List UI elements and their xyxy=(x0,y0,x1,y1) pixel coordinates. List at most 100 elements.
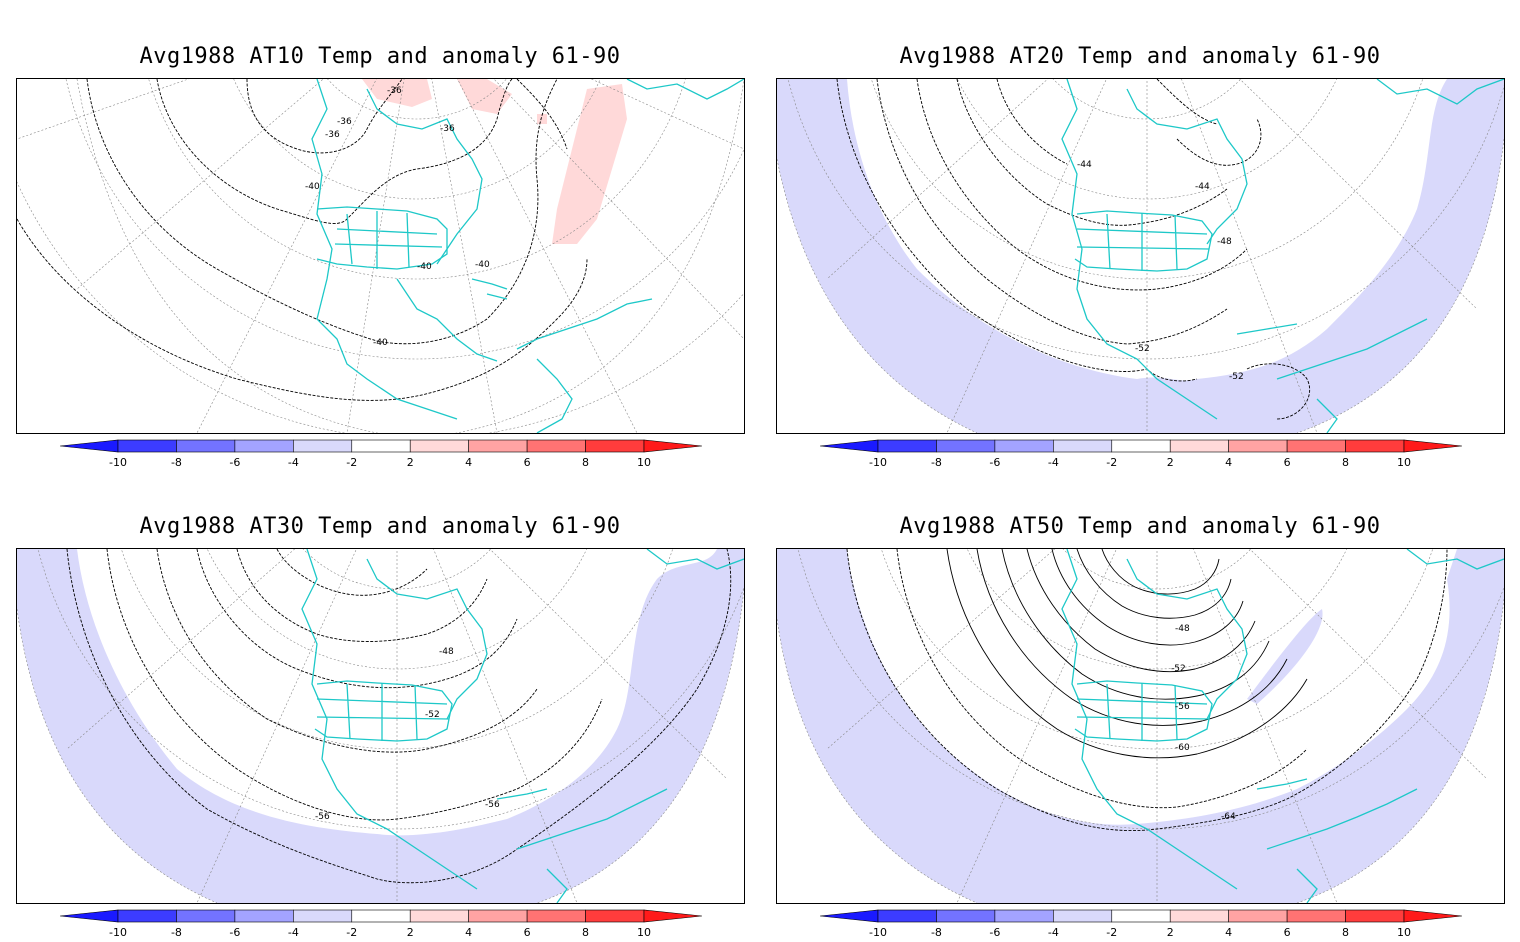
temperature-contours xyxy=(17,79,588,401)
colorbar-tick-label: -10 xyxy=(109,926,127,938)
colorbar-segment xyxy=(994,909,1054,923)
colorbar-tick-label: 10 xyxy=(1397,926,1411,938)
colorbar-tick-label: -4 xyxy=(288,456,299,468)
colorbar-tick-label: -2 xyxy=(1106,456,1117,468)
colorbar-tick-label: 6 xyxy=(524,456,531,468)
colorbar-segment xyxy=(293,909,353,923)
colorbar-segment xyxy=(409,909,469,923)
contour-label: -44 xyxy=(1195,182,1210,192)
polar-map: -48 -52 -56 -56 xyxy=(17,549,744,903)
temperature-contours xyxy=(846,549,1448,832)
colorbar-tick-label: 4 xyxy=(1225,926,1232,938)
colorbar-segment xyxy=(351,439,411,453)
colorbar-tick-label: 8 xyxy=(582,926,589,938)
colorbar-tick-label: 2 xyxy=(407,926,414,938)
colorbar: -10 -8 -6 -4 -2 2 4 6 8 10 xyxy=(59,908,703,939)
contour-label: -60 xyxy=(1175,743,1190,753)
colorbar-tick-label: 2 xyxy=(1167,926,1174,938)
contour-label: -40 xyxy=(475,260,490,270)
colorbar-segment xyxy=(526,439,586,453)
colorbar-tick-label: 2 xyxy=(1167,456,1174,468)
colorbar-segment xyxy=(585,439,645,453)
colorbar-segment xyxy=(1286,909,1346,923)
colorbar-segment xyxy=(819,909,879,923)
colorbar-tick-label: -4 xyxy=(288,926,299,938)
colorbar-tick-label: 6 xyxy=(1284,926,1291,938)
contour-label: -44 xyxy=(1077,160,1092,170)
colorbar-tick-label: 6 xyxy=(524,926,531,938)
colorbar-segment xyxy=(117,439,177,453)
contour-label: -48 xyxy=(1217,237,1232,247)
negative-anomaly-region xyxy=(1247,609,1323,704)
colorbar-segment xyxy=(936,909,996,923)
contour-label: -36 xyxy=(440,124,455,134)
polar-map: -36 -36 -36 -36 -40 -40 -40 -40 xyxy=(17,79,744,433)
map-panel-at30: Avg1988 AT30 Temp and anomaly 61-90 xyxy=(0,470,760,940)
colorbar-segment xyxy=(643,909,703,923)
colorbar-segment xyxy=(1169,439,1229,453)
contour-label: -56 xyxy=(315,812,330,822)
coastline xyxy=(1061,549,1504,903)
positive-anomaly-region xyxy=(457,79,512,114)
colorbar-tick-label: 8 xyxy=(1342,456,1349,468)
map-frame: -44 -44 -48 -52 -52 xyxy=(776,78,1505,434)
colorbar-segment xyxy=(1053,439,1113,453)
coastline xyxy=(1061,79,1504,433)
colorbar-segment xyxy=(1403,909,1463,923)
colorbar-segment xyxy=(936,439,996,453)
positive-anomaly-region xyxy=(552,84,627,244)
contour-label: -40 xyxy=(417,262,432,272)
colorbar-segment xyxy=(1345,909,1405,923)
contour-label: -56 xyxy=(1175,702,1190,712)
colorbar-segment xyxy=(877,439,937,453)
colorbar-segment xyxy=(994,439,1054,453)
colorbar-segment xyxy=(526,909,586,923)
contour-label: -52 xyxy=(1171,664,1186,674)
contour-label: -64 xyxy=(1221,812,1236,822)
colorbar-segment xyxy=(468,439,528,453)
contour-label: -48 xyxy=(1175,624,1190,634)
colorbar-segment xyxy=(468,909,528,923)
colorbar-tick-label: 10 xyxy=(637,926,651,938)
colorbar-segment xyxy=(819,439,879,453)
colorbar-segment xyxy=(1111,439,1171,453)
coastline xyxy=(311,79,744,433)
colorbar-tick-label: 4 xyxy=(465,456,472,468)
contour-label: -36 xyxy=(337,117,352,127)
colorbar-tick-label: 2 xyxy=(407,456,414,468)
colorbar-tick-label: -4 xyxy=(1048,456,1059,468)
colorbar-tick-label: -6 xyxy=(229,456,240,468)
colorbar-segment xyxy=(1053,909,1113,923)
colorbar-segment xyxy=(1111,909,1171,923)
contour-label: -40 xyxy=(373,338,388,348)
colorbar: -10 -8 -6 -4 -2 2 4 6 8 10 xyxy=(819,438,1463,469)
contour-label: -52 xyxy=(1135,344,1150,354)
panel-title: Avg1988 AT50 Temp and anomaly 61-90 xyxy=(899,514,1381,539)
colorbar-segment xyxy=(176,909,236,923)
positive-anomaly-region xyxy=(362,79,432,107)
colorbar-tick-label: -6 xyxy=(989,456,1000,468)
colorbar-tick-label: 8 xyxy=(1342,926,1349,938)
colorbar-tick-label: -10 xyxy=(869,456,887,468)
map-frame: -48 -52 -56 -56 xyxy=(16,548,745,904)
coastline xyxy=(301,549,744,903)
colorbar-graphic: -10 -8 -6 -4 -2 2 4 6 8 10 xyxy=(819,909,1463,939)
temperature-contours xyxy=(836,79,1311,420)
colorbar-segment xyxy=(1169,909,1229,923)
panel-title: Avg1988 AT10 Temp and anomaly 61-90 xyxy=(139,44,621,69)
colorbar-tick-label: -6 xyxy=(989,926,1000,938)
colorbar-segment xyxy=(234,439,294,453)
colorbar-tick-label: 10 xyxy=(1397,456,1411,468)
colorbar-tick-label: -10 xyxy=(869,926,887,938)
colorbar-segment xyxy=(877,909,937,923)
colorbar-tick-label: -2 xyxy=(346,456,357,468)
colorbar-graphic: -10 -8 -6 -4 -2 2 4 6 8 10 xyxy=(59,909,703,939)
panel-title: Avg1988 AT30 Temp and anomaly 61-90 xyxy=(139,514,621,539)
map-frame: -36 -36 -36 -36 -40 -40 -40 -40 xyxy=(16,78,745,434)
colorbar-tick-label: -6 xyxy=(229,926,240,938)
lat-lon-grid xyxy=(17,79,744,433)
colorbar-tick-label: -8 xyxy=(171,926,182,938)
colorbar-segment xyxy=(176,439,236,453)
colorbar-segment xyxy=(59,909,119,923)
colorbar-tick-label: -8 xyxy=(931,926,942,938)
